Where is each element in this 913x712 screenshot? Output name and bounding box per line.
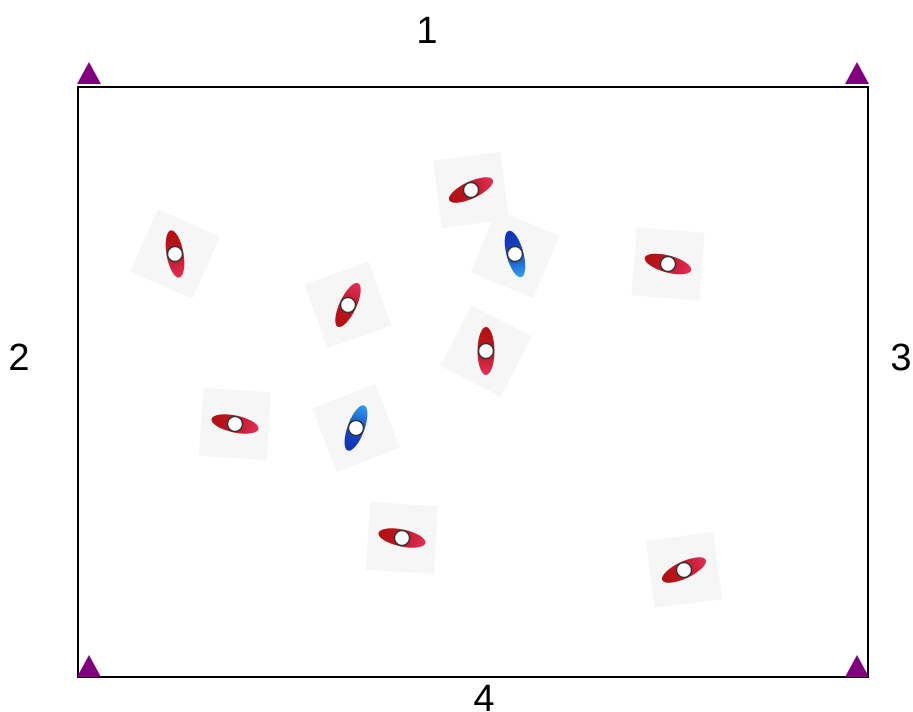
marker-center-dot (347, 419, 365, 437)
side-label-top: 1 (416, 10, 437, 52)
marker-center-dot (659, 255, 677, 273)
marker-red-10 (645, 531, 723, 609)
marker-red-4 (631, 227, 705, 301)
marker-blue-8 (312, 384, 400, 472)
corner-marker-bottom-right (845, 655, 869, 677)
marker-center-dot (339, 296, 357, 314)
marker-red-1 (432, 151, 510, 229)
marker-red-6 (440, 305, 532, 397)
marker-center-dot (477, 342, 495, 360)
side-label-left: 2 (8, 337, 29, 379)
marker-red-2 (130, 209, 220, 299)
marker-red-5 (304, 261, 392, 349)
marker-center-dot (226, 415, 244, 433)
marker-red-7 (198, 387, 272, 461)
corner-marker-bottom-left (77, 655, 101, 677)
marker-red-9 (365, 501, 439, 575)
marker-blue-3 (470, 209, 560, 299)
marker-center-dot (393, 529, 411, 547)
side-label-bottom: 4 (473, 678, 494, 712)
corner-marker-top-right (845, 62, 869, 84)
side-label-right: 3 (890, 337, 911, 379)
marker-center-dot (506, 245, 524, 263)
marker-center-dot (462, 181, 480, 199)
marker-center-dot (675, 561, 693, 579)
marker-center-dot (166, 245, 184, 263)
corner-marker-top-left (77, 62, 101, 84)
